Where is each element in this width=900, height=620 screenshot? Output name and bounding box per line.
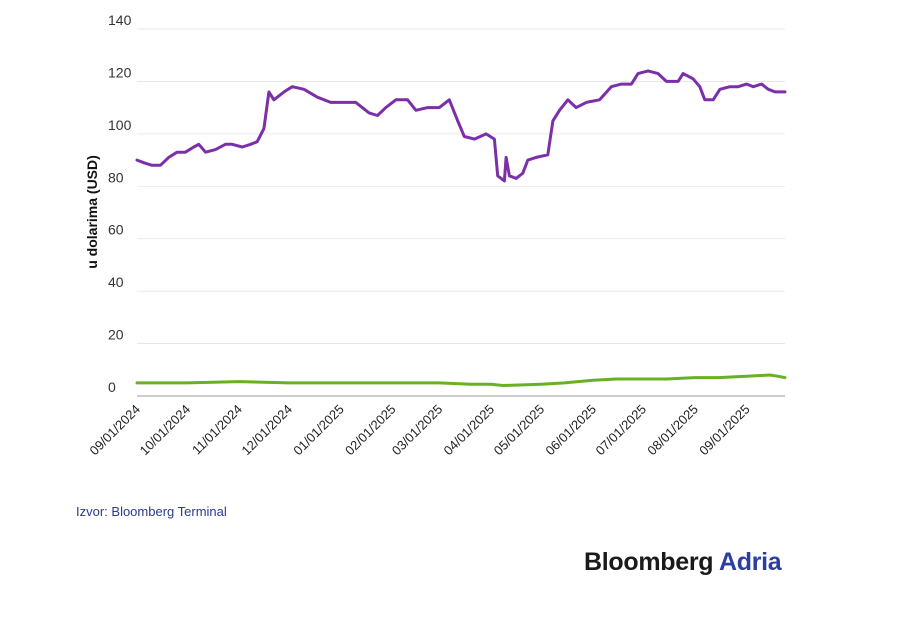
- y-tick-label: 0: [108, 379, 116, 395]
- x-tick-label: 12/01/2024: [238, 402, 295, 459]
- y-axis-ticks: 0 20 40 60 80 100 120 140: [108, 12, 132, 395]
- y-tick-label: 80: [108, 169, 124, 185]
- x-tick-label: 01/01/2025: [290, 402, 347, 459]
- x-tick-label: 07/01/2025: [593, 402, 650, 459]
- y-tick-label: 20: [108, 327, 124, 343]
- x-tick-label: 04/01/2025: [441, 402, 498, 459]
- x-tick-label: 10/01/2024: [137, 402, 194, 459]
- series-lines: [135, 69, 787, 387]
- series-line-1: [135, 69, 787, 183]
- y-tick-label: 40: [108, 274, 124, 290]
- y-tick-label: 60: [108, 222, 124, 238]
- series-line-2: [135, 373, 787, 387]
- x-tick-label: 09/01/2025: [696, 402, 753, 459]
- x-tick-label: 05/01/2025: [491, 402, 548, 459]
- y-axis-label: u dolarima (USD): [84, 155, 100, 269]
- brand-logo: Bloomberg Adria: [584, 548, 782, 577]
- x-tick-label: 08/01/2025: [644, 402, 701, 459]
- x-axis-ticks: 09/01/202410/01/202411/01/202412/01/2024…: [86, 402, 752, 459]
- gridlines: [137, 28, 785, 397]
- x-tick-label: 09/01/2024: [86, 402, 143, 459]
- brand-name: Bloomberg: [584, 548, 714, 576]
- brand-accent: Adria: [718, 548, 782, 576]
- y-tick-label: 120: [108, 64, 132, 80]
- x-tick-label: 06/01/2025: [542, 402, 599, 459]
- x-tick-label: 03/01/2025: [389, 402, 446, 459]
- y-tick-label: 100: [108, 117, 132, 133]
- source-note: Izvor: Bloomberg Terminal: [76, 504, 227, 519]
- y-tick-label: 140: [108, 12, 132, 28]
- x-tick-label: 11/01/2024: [189, 402, 245, 458]
